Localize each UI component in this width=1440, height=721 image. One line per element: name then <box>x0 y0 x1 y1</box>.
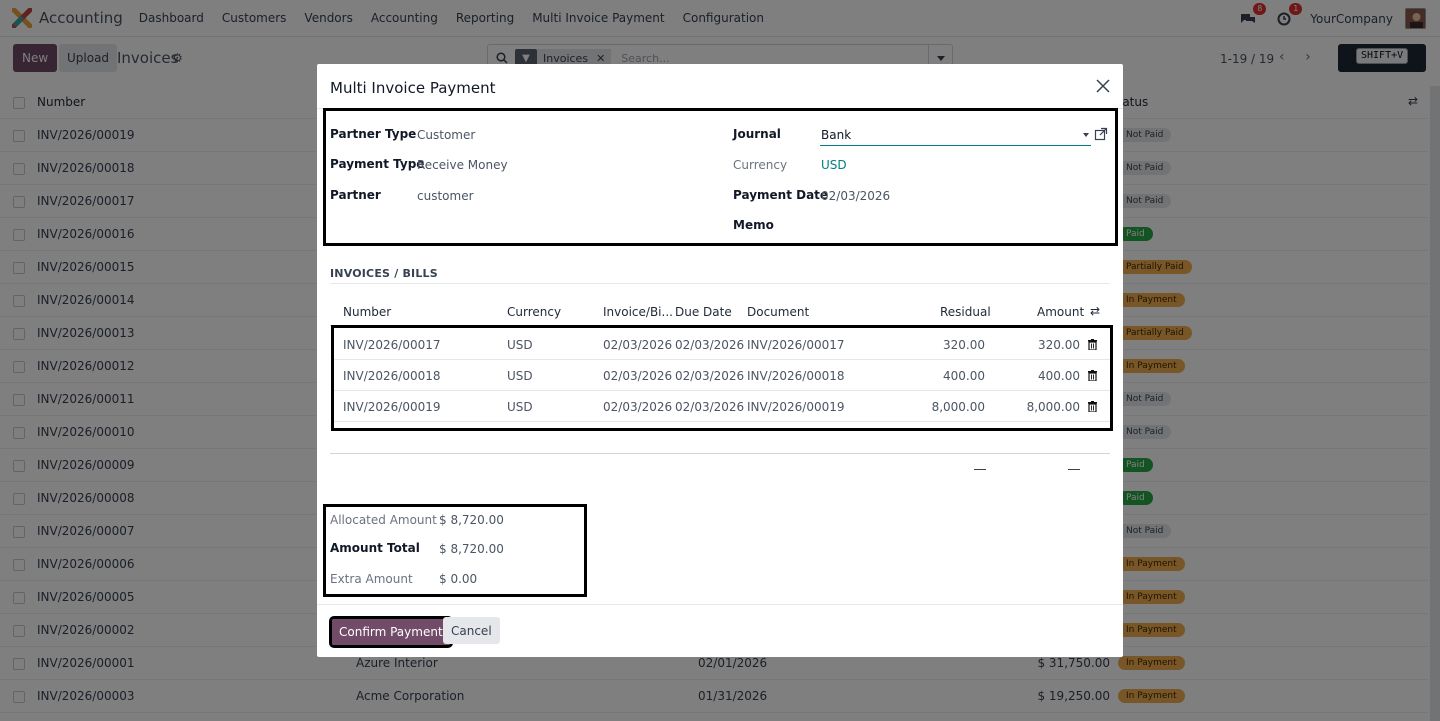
invoice-line-row[interactable]: INV/2026/00017 USD 02/03/2026 02/03/2026 INV… <box>334 329 1110 360</box>
line-residual: 8,000.00 <box>931 400 985 414</box>
line-number: INV/2026/00019 <box>343 400 441 414</box>
extra-amount-label: Extra Amount <box>330 572 413 586</box>
invoice-lines-highlight <box>331 325 1113 431</box>
journal-label: Journal <box>733 127 781 141</box>
table-footer-divider <box>330 453 1110 454</box>
section-divider <box>330 283 1110 284</box>
line-document: INV/2026/00019 <box>747 400 845 414</box>
line-currency: USD <box>507 338 533 352</box>
partner-field[interactable]: customer <box>417 189 474 203</box>
line-currency: USD <box>507 400 533 414</box>
partner-label: Partner <box>330 188 381 202</box>
journal-value: Bank <box>821 128 852 142</box>
column-currency[interactable]: Currency <box>507 305 562 319</box>
line-invoice-date: 02/03/2026 <box>603 400 673 414</box>
column-number[interactable]: Number <box>343 305 392 319</box>
column-amount[interactable]: Amount <box>1037 305 1085 319</box>
column-due-date[interactable]: Due Date <box>675 305 732 319</box>
column-residual[interactable]: Residual <box>940 305 991 319</box>
amount-total-dash <box>1068 469 1080 470</box>
trash-icon[interactable] <box>1088 401 1097 412</box>
line-invoice-date: 02/03/2026 <box>603 338 673 352</box>
partner-type-label: Partner Type <box>330 127 417 141</box>
amount-total-label: Amount Total <box>330 541 420 555</box>
payment-date-field[interactable]: 02/03/2026 <box>821 189 891 203</box>
payment-fields-highlight <box>323 108 1118 246</box>
partner-type-field[interactable]: Customer <box>417 128 476 142</box>
payment-type-field[interactable]: Receive Money <box>417 158 508 172</box>
line-invoice-date: 02/03/2026 <box>603 369 673 383</box>
payment-type-label: Payment Type <box>330 157 425 171</box>
line-number: INV/2026/00017 <box>343 338 441 352</box>
totals-highlight <box>323 504 587 597</box>
line-residual: 400.00 <box>943 369 985 383</box>
amount-total-value: $ 8,720.00 <box>439 542 504 556</box>
line-amount[interactable]: 8,000.00 <box>1026 400 1080 414</box>
line-number: INV/2026/00018 <box>343 369 441 383</box>
dialog-footer-divider <box>317 604 1123 605</box>
line-amount[interactable]: 400.00 <box>1038 369 1080 383</box>
multi-invoice-payment-dialog: Multi Invoice Payment Partner Type Custo… <box>317 64 1123 657</box>
line-residual: 320.00 <box>943 338 985 352</box>
line-currency: USD <box>507 369 533 383</box>
line-due-date: 02/03/2026 <box>675 369 745 383</box>
column-invoice-date[interactable]: Invoice/Bi... <box>603 305 673 319</box>
line-document: INV/2026/00017 <box>747 338 845 352</box>
journal-select[interactable] <box>820 127 1091 146</box>
line-document: INV/2026/00018 <box>747 369 845 383</box>
trash-icon[interactable] <box>1088 370 1097 381</box>
extra-amount-value: $ 0.00 <box>439 572 478 586</box>
invoice-line-row[interactable]: INV/2026/00018 USD 02/03/2026 02/03/2026 INV… <box>334 360 1110 391</box>
payment-date-label: Payment Date <box>733 188 829 202</box>
caret-down-icon[interactable] <box>1083 133 1089 137</box>
currency-field[interactable]: USD <box>821 158 847 172</box>
allocated-amount-value: $ 8,720.00 <box>439 513 504 527</box>
allocated-amount-label: Allocated Amount <box>330 513 437 527</box>
column-document[interactable]: Document <box>747 305 810 319</box>
line-due-date: 02/03/2026 <box>675 400 745 414</box>
optional-columns-icon[interactable]: ⇄ <box>1090 304 1101 318</box>
invoices-section-title: INVOICES / BILLS <box>330 267 438 280</box>
close-icon[interactable] <box>1095 78 1111 94</box>
dialog-title: Multi Invoice Payment <box>330 79 496 97</box>
line-due-date: 02/03/2026 <box>675 338 745 352</box>
invoice-line-row[interactable]: INV/2026/00019 USD 02/03/2026 02/03/2026 INV… <box>334 391 1110 422</box>
cancel-button[interactable]: Cancel <box>443 617 500 644</box>
line-amount[interactable]: 320.00 <box>1038 338 1080 352</box>
currency-label: Currency <box>733 158 788 172</box>
confirm-payment-button[interactable]: Confirm Payment <box>329 616 453 648</box>
external-link-icon[interactable] <box>1094 127 1108 141</box>
residual-total-dash <box>974 469 986 470</box>
memo-label: Memo <box>733 218 774 232</box>
trash-icon[interactable] <box>1088 339 1097 350</box>
